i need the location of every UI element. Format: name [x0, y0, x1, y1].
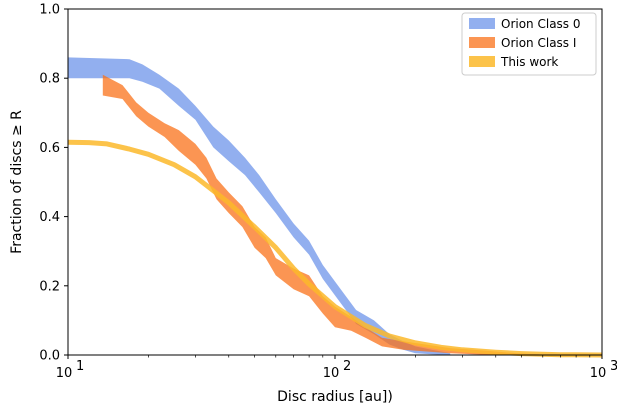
x-tick-exp-0: 1: [76, 359, 84, 374]
legend-label-2: This work: [500, 55, 558, 69]
x-tick-exp-1: 2: [343, 359, 351, 374]
y-tick-label-3: 0.6: [39, 141, 60, 156]
x-tick-exp-2: 3: [610, 359, 617, 374]
series-band-1: [102, 74, 539, 355]
x-tick-label-0: 10: [56, 366, 73, 381]
legend-label-0: Orion Class 0: [501, 17, 581, 31]
legend-swatch-1: [469, 37, 495, 48]
legend-box: [461, 12, 597, 76]
plot-series-layer: [67, 57, 603, 358]
y-tick-label-5: 1.0: [39, 3, 60, 18]
y-tick-label-4: 0.8: [39, 72, 60, 87]
series-line-2: [67, 139, 603, 358]
y-tick-label-0: 0.0: [39, 349, 60, 364]
x-tick-label-2: 10: [590, 366, 607, 381]
legend: Orion Class 0 Orion Class I This work: [461, 12, 597, 76]
x-axis-label: Disc radius [au]): [277, 389, 393, 405]
legend-label-1: Orion Class I: [501, 36, 576, 50]
y-tick-label-1: 0.2: [39, 279, 60, 294]
plot-frame: [67, 8, 603, 356]
x-axis: 10 1 10 2 10 3: [56, 355, 617, 381]
y-axis-label: Fraction of discs ≥ R: [9, 110, 25, 254]
legend-swatch-0: [469, 18, 495, 29]
y-tick-label-2: 0.4: [39, 210, 60, 225]
y-axis: 0.0 0.2 0.4 0.6 0.8 1.0: [39, 3, 68, 364]
x-tick-label-1: 10: [323, 366, 340, 381]
legend-swatch-2: [469, 56, 495, 67]
